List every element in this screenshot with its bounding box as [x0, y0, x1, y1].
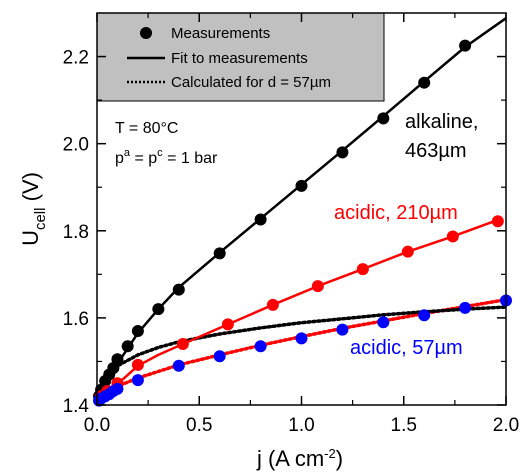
data-point-alkaline-463-m: [377, 112, 390, 125]
y-tick-label: 1.6: [63, 309, 89, 330]
x-axis-title-main: j (A cm: [256, 446, 324, 471]
x-axis-title: j (A cm-2): [256, 446, 343, 471]
legend-marker-measurements: [140, 27, 152, 39]
data-point-acidic-57-m: [254, 340, 267, 353]
annotation-acidic-57: acidic, 57µm: [350, 337, 463, 359]
data-point-acidic-57-m: [111, 382, 124, 395]
y-tick-label: 1.8: [63, 222, 89, 243]
data-point-alkaline-463-m: [172, 283, 185, 296]
x-tick-label: 0.0: [84, 415, 110, 436]
data-point-alkaline-463-m: [295, 179, 308, 192]
data-point-alkaline-463-m: [254, 213, 267, 226]
y-tick-label: 2.2: [63, 48, 89, 69]
y-axis-title-sub: cell: [32, 208, 49, 231]
data-point-acidic-57-m: [131, 374, 144, 387]
data-point-acidic-57-m: [213, 350, 226, 363]
data-point-acidic-57-m: [459, 301, 472, 314]
legend-label-measurements: Measurements: [171, 25, 270, 42]
data-point-alkaline-463-m: [213, 247, 226, 260]
series-layer: [93, 17, 512, 407]
pressure-p1: p: [115, 150, 124, 167]
pressure-end: = 1 bar: [163, 150, 218, 167]
data-point-alkaline-463-m: [336, 146, 349, 159]
pressure-eq: = p: [130, 150, 157, 167]
data-point-acidic-210-m: [446, 230, 459, 243]
temperature-label: T = 80°C: [115, 120, 178, 137]
data-point-acidic-210-m: [311, 280, 324, 293]
data-point-alkaline-463-m: [121, 340, 134, 353]
y-axis-title-main: U: [18, 230, 43, 246]
legend-label-fit: Fit to measurements: [171, 50, 308, 67]
data-point-alkaline-463-m: [418, 76, 431, 89]
data-point-acidic-57-m: [418, 309, 431, 322]
data-point-acidic-210-m: [401, 245, 414, 258]
data-point-acidic-210-m: [176, 338, 189, 351]
annotation-acidic-210: acidic, 210µm: [334, 202, 458, 224]
data-point-acidic-57-m: [336, 323, 349, 336]
series-acidic-57-m: [93, 294, 512, 407]
legend-label-calculated: Calculated for d = 57µm: [171, 74, 331, 91]
y-tick-label: 1.4: [63, 396, 90, 417]
legend: Measurements Fit to measurements Calcula…: [127, 25, 331, 91]
y-tick-label: 2.0: [63, 135, 89, 156]
data-point-alkaline-463-m: [459, 39, 472, 52]
pressure-label: pa = pc = 1 bar: [115, 147, 218, 167]
data-point-alkaline-463-m: [131, 324, 144, 337]
pressure-sup-c: c: [157, 147, 163, 159]
x-tick-label: 2.0: [493, 415, 519, 436]
pressure-sup-a: a: [124, 147, 131, 159]
x-axis-title-end: ): [336, 446, 343, 471]
x-tick-label: 0.5: [186, 415, 212, 436]
y-axis-title: Ucell (V): [18, 172, 49, 246]
y-axis-title-end: (V): [18, 172, 43, 207]
annotation-alkaline-line2: 463µm: [405, 140, 467, 162]
data-point-acidic-57-m: [295, 332, 308, 345]
data-point-acidic-210-m: [356, 263, 369, 276]
data-point-acidic-57-m: [172, 359, 185, 372]
data-point-alkaline-463-m: [152, 303, 165, 316]
x-axis-title-sup: -2: [324, 446, 336, 461]
data-point-acidic-210-m: [491, 215, 504, 228]
data-point-acidic-210-m: [221, 318, 234, 331]
x-tick-label: 1.5: [391, 415, 417, 436]
x-tick-label: 1.0: [288, 415, 314, 436]
data-point-acidic-210-m: [266, 298, 279, 311]
data-point-alkaline-463-m: [111, 353, 124, 366]
axis-layer: 0.0 0.5 1.0 1.5 2.0 1.4 1.6 1.8 2.0 2.2: [63, 13, 519, 436]
annotation-alkaline-line1: alkaline,: [405, 111, 478, 133]
data-point-acidic-57-m: [377, 316, 390, 329]
data-point-acidic-210-m: [131, 358, 144, 371]
